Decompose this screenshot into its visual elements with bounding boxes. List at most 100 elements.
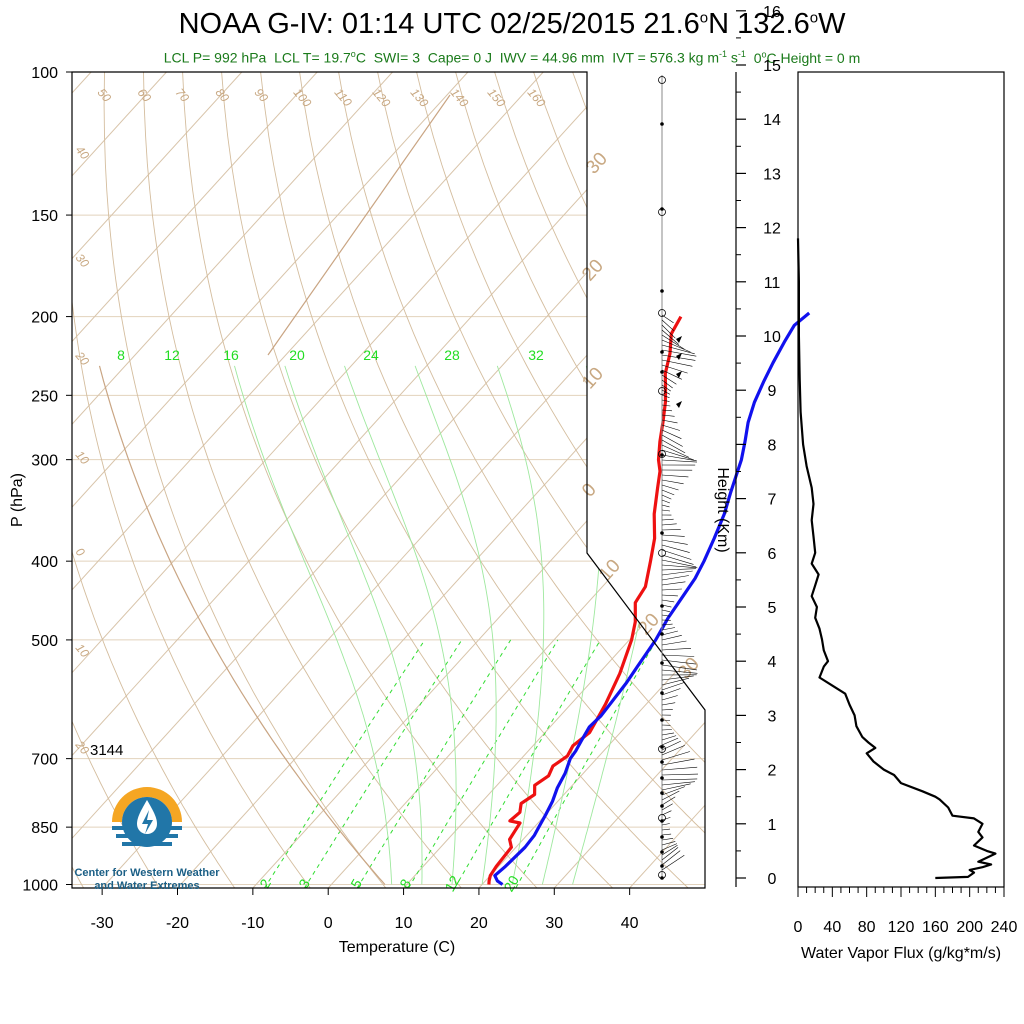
mixing-label-upper: 32 xyxy=(528,347,544,363)
wind-barb xyxy=(661,494,672,500)
wind-barb xyxy=(661,766,698,771)
isotherm-line xyxy=(553,72,705,888)
left-edge-label: 10 xyxy=(73,448,93,467)
calm-circle xyxy=(658,387,666,395)
wind-barb xyxy=(661,817,671,821)
moist-adiabat xyxy=(234,365,393,885)
wind-barb xyxy=(661,778,698,781)
height-tick-label: 16 xyxy=(763,4,781,21)
wind-barb xyxy=(661,474,689,478)
flux-tick-label: 120 xyxy=(888,919,915,936)
wind-barb xyxy=(661,568,696,571)
wind-barb xyxy=(661,677,690,686)
dry-adiabat xyxy=(72,72,245,888)
height-tick-label: 11 xyxy=(764,275,781,292)
zero-height-deg: o xyxy=(761,49,767,59)
wind-barb xyxy=(661,614,670,617)
wind-barb xyxy=(661,344,695,355)
skewt-series xyxy=(487,311,811,886)
isotherm-line xyxy=(101,72,705,888)
dry-adiabat xyxy=(299,72,705,888)
wind-level-dot xyxy=(660,350,664,354)
isotherm-line xyxy=(478,72,705,888)
y-tick-label: 850 xyxy=(31,820,58,837)
y-tick-label: 300 xyxy=(31,453,58,470)
lcl-deg: o xyxy=(350,49,356,59)
wind-barb xyxy=(661,334,685,350)
height-tick-label: 15 xyxy=(763,58,781,75)
dry-adiabat xyxy=(963,72,1024,902)
wind-barb xyxy=(661,604,672,608)
wind-barb xyxy=(661,570,693,576)
wind-barb xyxy=(661,669,698,674)
x-tick-label: -30 xyxy=(91,915,114,932)
dry-adiabat-label: 110 xyxy=(332,86,355,110)
wind-barb xyxy=(661,609,670,612)
mixing-label-lower: 5 xyxy=(347,876,365,891)
height-tick-label: 4 xyxy=(768,654,777,671)
mixing-ratio-line xyxy=(446,639,601,888)
logo-sun-icon xyxy=(112,787,182,822)
wind-pennant xyxy=(676,371,682,378)
left-edge-label: 40 xyxy=(73,143,93,162)
wind-barb xyxy=(661,735,677,741)
wind-barb xyxy=(661,424,680,431)
wind-barb xyxy=(661,329,679,345)
wind-barb xyxy=(661,349,697,357)
dry-adiabat-label: 70 xyxy=(173,86,193,105)
dry-adiabat xyxy=(182,72,551,888)
isotherm-line xyxy=(403,72,705,888)
y-tick-label: 250 xyxy=(31,388,58,405)
wind-barb xyxy=(661,479,684,485)
wind-barb xyxy=(661,554,694,565)
wind-barb xyxy=(661,389,671,395)
flux-frame xyxy=(797,71,1005,888)
wind-barb xyxy=(661,459,698,463)
wind-barb xyxy=(661,790,680,801)
dry-adiabat xyxy=(924,72,1024,902)
isotherm-line xyxy=(72,72,695,888)
x-tick-label: 0 xyxy=(324,915,333,932)
wind-barb xyxy=(661,823,670,826)
temperature-line xyxy=(487,315,683,885)
wind-level-dot xyxy=(660,804,664,808)
left-edge-label: 10 xyxy=(73,641,93,660)
zero-height-zero: 0 xyxy=(753,49,762,66)
wind-barb xyxy=(661,838,674,841)
mixing-ratio-line xyxy=(255,639,426,888)
wind-barb xyxy=(661,810,672,816)
mixing-ratio-line xyxy=(295,639,463,888)
dry-adiabat-label: 140 xyxy=(448,86,472,111)
wind-barb xyxy=(661,796,676,806)
dry-adiabat xyxy=(533,72,705,888)
title-main: NOAA G-IV: 01:14 UTC 02/25/2015 21.6 xyxy=(178,8,700,40)
x-axis-label: Temperature (C) xyxy=(339,939,455,956)
dry-adiabat xyxy=(260,72,704,888)
zero-height: 0oC Height = 0 m xyxy=(753,49,861,66)
dry-adiabat xyxy=(494,72,705,888)
wind-barb xyxy=(661,374,677,385)
wind-barb xyxy=(661,737,679,746)
wind-barb xyxy=(661,364,688,374)
dewpoint-line xyxy=(493,311,811,886)
lcl-pressure: LCL P= 992 hPa xyxy=(163,49,267,66)
height-tick-label: 0 xyxy=(768,871,777,888)
swi-value: SWI= 3 xyxy=(373,49,421,66)
wind-barb xyxy=(661,539,688,545)
wind-barb xyxy=(661,394,670,398)
ivt-value: IVT = 576.3 kg m xyxy=(612,49,719,66)
wind-level-dot xyxy=(660,691,664,695)
flux-tick-label: 160 xyxy=(922,919,949,936)
flux-tick-label: 40 xyxy=(823,919,841,936)
wind-level-dot xyxy=(660,864,664,868)
ivt-sup-1: -1 xyxy=(718,49,727,59)
wind-barb xyxy=(661,695,678,701)
wind-barb xyxy=(661,409,673,412)
wind-barb xyxy=(661,855,685,871)
isotherm-line xyxy=(177,72,705,888)
wind-barb xyxy=(661,654,695,657)
skewt-background xyxy=(72,72,1024,902)
flux-tick-label: 240 xyxy=(991,919,1018,936)
